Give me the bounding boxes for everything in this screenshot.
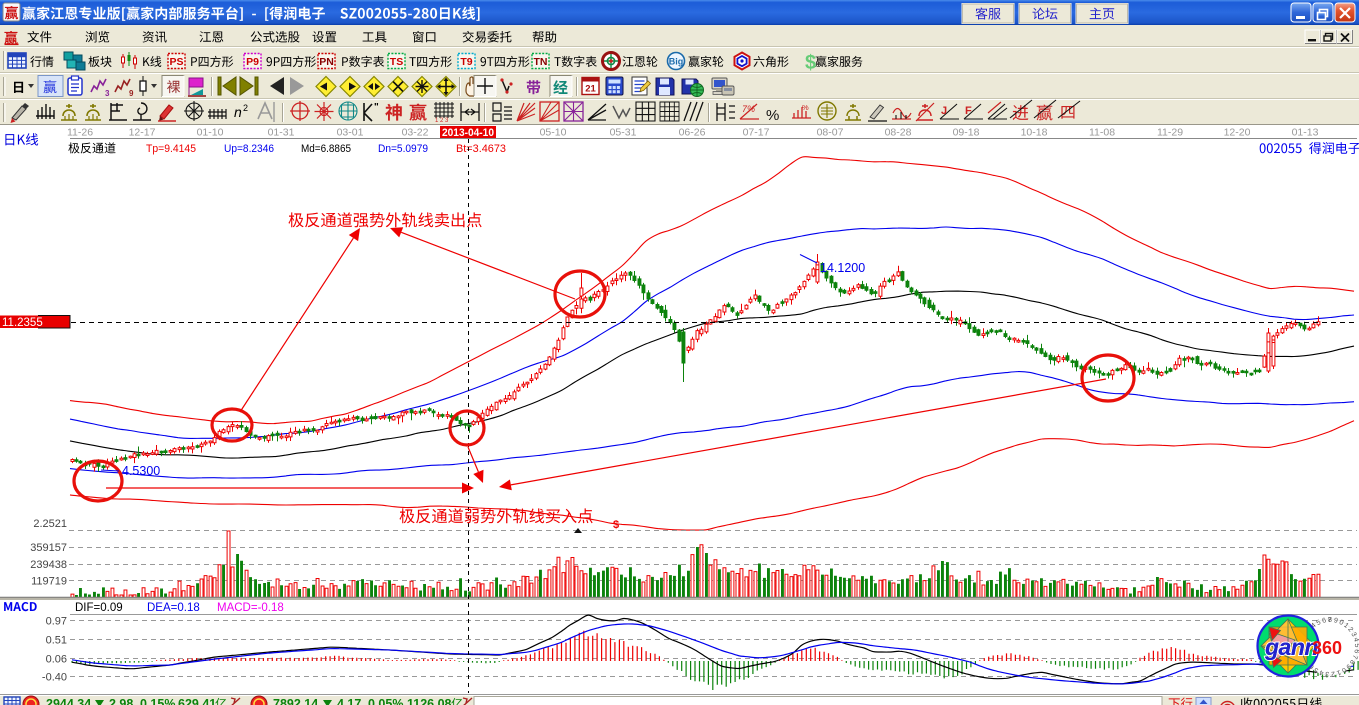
svg-text:12-17: 12-17	[129, 127, 156, 139]
svg-text:1: 1	[1336, 668, 1342, 676]
svg-text:gann: gann	[1264, 634, 1318, 660]
svg-text:7%: 7%	[742, 104, 755, 114]
svg-text:-0.40: -0.40	[42, 672, 67, 684]
svg-text:0: 0	[1340, 666, 1347, 674]
svg-text:7: 7	[1328, 617, 1332, 624]
svg-text:n: n	[234, 104, 242, 120]
svg-text:11.2355: 11.2355	[2, 317, 43, 329]
svg-text:3: 3	[1325, 670, 1330, 677]
svg-text:DIF=0.09: DIF=0.09	[75, 602, 123, 614]
svg-text:07-17: 07-17	[743, 127, 770, 139]
svg-text:06-26: 06-26	[679, 127, 706, 139]
svg-text:Tp=9.4145: Tp=9.4145	[146, 143, 196, 155]
svg-text:$: $	[805, 52, 816, 74]
svg-text:4: 4	[1310, 622, 1317, 630]
svg-text:01-10: 01-10	[197, 127, 224, 139]
svg-text:2.98: 2.98	[109, 697, 133, 705]
svg-text:0.05%: 0.05%	[368, 697, 403, 705]
svg-text:": "	[374, 102, 379, 113]
svg-text:4: 4	[1352, 637, 1359, 643]
svg-text:TN: TN	[534, 56, 548, 68]
svg-text:9: 9	[129, 89, 134, 98]
svg-text:%: %	[802, 103, 809, 112]
svg-text:360: 360	[1312, 638, 1342, 658]
svg-text:1 2 3: 1 2 3	[435, 118, 449, 124]
svg-text:Dn=5.0979: Dn=5.0979	[378, 143, 428, 155]
svg-text:PN: PN	[319, 56, 334, 68]
svg-text:8: 8	[1348, 658, 1356, 665]
svg-text:2013-04-10: 2013-04-10	[442, 127, 494, 139]
svg-text:01-31: 01-31	[268, 127, 295, 139]
svg-text:gann: gann	[1264, 634, 1318, 660]
svg-text:2: 2	[1346, 626, 1354, 634]
svg-text:9: 9	[1333, 617, 1338, 625]
svg-text:$: $	[613, 519, 619, 531]
svg-text:TS: TS	[390, 56, 403, 68]
svg-text:10-18: 10-18	[1021, 127, 1048, 139]
svg-text:5: 5	[1353, 643, 1359, 647]
svg-text:629.41: 629.41	[178, 697, 216, 705]
svg-text:0.06: 0.06	[46, 654, 67, 666]
svg-text:01-13: 01-13	[1292, 127, 1319, 139]
svg-text:Up=8.2346: Up=8.2346	[224, 143, 274, 155]
svg-text:J: J	[941, 105, 947, 117]
svg-text:08-07: 08-07	[817, 127, 844, 139]
svg-text:DEA=0.18: DEA=0.18	[147, 602, 200, 614]
svg-text:11-08: 11-08	[1089, 127, 1115, 139]
svg-text:7: 7	[1351, 654, 1359, 660]
svg-text:6: 6	[1321, 617, 1326, 625]
svg-text:359157: 359157	[30, 542, 67, 554]
svg-text:11-29: 11-29	[1157, 127, 1183, 139]
svg-text:9: 9	[1344, 662, 1352, 670]
svg-text:0: 0	[1338, 619, 1345, 627]
svg-text:T9: T9	[460, 56, 472, 68]
svg-text:7892.14: 7892.14	[273, 697, 318, 705]
svg-text:1: 1	[1342, 622, 1349, 630]
svg-text:Big: Big	[669, 57, 684, 67]
svg-text:03-01: 03-01	[337, 127, 364, 139]
svg-text:0.51: 0.51	[46, 635, 67, 647]
svg-text:4.17: 4.17	[337, 697, 361, 705]
svg-text:2944.34: 2944.34	[46, 697, 91, 705]
svg-text:3: 3	[105, 89, 110, 98]
svg-text:05-10: 05-10	[540, 127, 567, 139]
svg-text:5: 5	[1316, 619, 1323, 627]
svg-text:Md=6.8865: Md=6.8865	[301, 143, 351, 155]
svg-text:F: F	[965, 105, 972, 117]
svg-text:2: 2	[1331, 670, 1336, 677]
svg-text:119719: 119719	[31, 576, 67, 588]
svg-text:Bt=3.4673: Bt=3.4673	[456, 143, 506, 155]
svg-text:09-18: 09-18	[953, 127, 980, 139]
svg-text:21: 21	[585, 84, 596, 95]
svg-text:12-20: 12-20	[1224, 127, 1251, 139]
svg-text:0.97: 0.97	[46, 616, 67, 628]
svg-text:1126.08: 1126.08	[407, 697, 452, 705]
svg-text:14.1200: 14.1200	[820, 261, 865, 275]
svg-text:8: 8	[1328, 617, 1332, 624]
svg-text:3: 3	[1349, 631, 1357, 638]
svg-text:4: 4	[1319, 668, 1325, 676]
svg-text:P9: P9	[246, 56, 259, 68]
svg-text:05-31: 05-31	[610, 127, 637, 139]
svg-text:%: %	[766, 107, 779, 124]
svg-text:2.2521: 2.2521	[33, 518, 67, 530]
svg-text:PS: PS	[169, 56, 183, 68]
svg-text:0.15%: 0.15%	[140, 697, 175, 705]
svg-text:239438: 239438	[30, 559, 67, 571]
svg-text:08-28: 08-28	[885, 127, 912, 139]
svg-text:4.5300: 4.5300	[122, 464, 160, 478]
svg-text:5: 5	[1313, 666, 1320, 674]
svg-text:MACD=-0.18: MACD=-0.18	[217, 602, 284, 614]
svg-text:2: 2	[243, 103, 248, 113]
svg-text:11-26: 11-26	[67, 127, 93, 139]
svg-text:6: 6	[1352, 649, 1359, 654]
svg-text:03-22: 03-22	[402, 127, 429, 139]
